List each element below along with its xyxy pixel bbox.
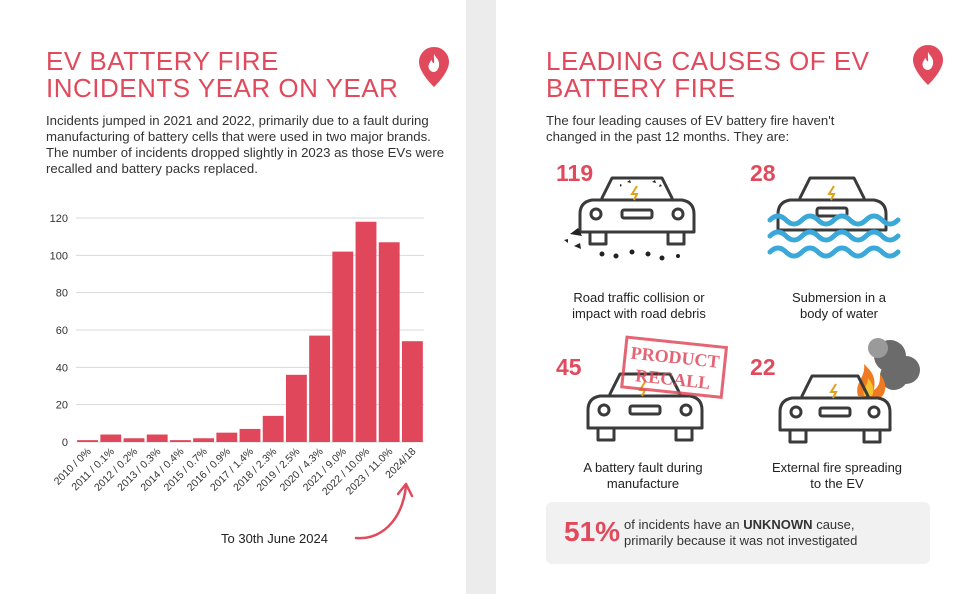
causes-intro: The four leading causes of EV battery fi… <box>546 113 946 145</box>
car-submerged-icon <box>767 176 901 259</box>
incidents-intro: Incidents jumped in 2021 and 2022, prima… <box>46 113 445 176</box>
y-tick-label: 20 <box>56 400 68 412</box>
cause-count-collision: 119 <box>556 160 594 186</box>
y-tick-label: 120 <box>50 213 68 225</box>
causes-title-line1: LEADING CAUSES OF EV <box>546 46 870 76</box>
incidents-title-line2: INCIDENTS YEAR ON YEAR <box>46 73 399 103</box>
y-tick-label: 60 <box>56 325 68 337</box>
bar <box>309 335 331 442</box>
y-tick-label: 100 <box>50 250 68 262</box>
chart-bars <box>77 221 423 442</box>
cause-label-submersion-line1: Submersion in a <box>792 290 886 305</box>
y-tick-label: 0 <box>62 437 68 449</box>
cause-count-battery-fault: 45 <box>556 354 582 380</box>
bar <box>332 251 354 442</box>
fire-location-pin-icon <box>419 47 449 87</box>
bar <box>100 434 122 442</box>
cause-label-submersion-line2: body of water <box>799 306 879 321</box>
fire-location-pin-icon <box>913 45 943 85</box>
bar <box>216 432 238 442</box>
bar <box>77 440 99 442</box>
cause-label-collision-line1: Road traffic collision or <box>573 290 705 305</box>
car-collision-icon <box>564 176 696 261</box>
car-fire-icon <box>778 338 920 444</box>
unknown-text-bold: UNKNOWN <box>743 517 813 532</box>
cause-label-external-fire-line2: to the EV <box>810 476 864 491</box>
unknown-text-before: of incidents have an <box>624 517 744 532</box>
cause-label-external-fire-line1: External fire spreading <box>771 460 903 475</box>
bar <box>193 438 215 442</box>
bar <box>262 415 284 442</box>
cause-label-battery-fault: A battery fault during manufacture <box>548 460 738 492</box>
cause-label-battery-fault-line2: manufacture <box>606 476 680 491</box>
causes-intro-line1: The four leading causes of EV battery fi… <box>546 113 835 128</box>
car-recall-icon: PRODUCT RECALL <box>586 335 729 442</box>
causes-intro-line2: changed in the past 12 months. They are: <box>546 129 790 144</box>
unknown-text-line2: primarily because it was not investigate… <box>624 533 858 548</box>
unknown-text-after: cause, <box>812 517 855 532</box>
incidents-title: EV BATTERY FIRE INCIDENTS YEAR ON YEAR <box>46 48 398 102</box>
bar <box>239 428 261 442</box>
right-panel <box>496 0 972 594</box>
cause-label-submersion: Submersion in a body of water <box>744 290 934 322</box>
cause-count-submersion: 28 <box>750 160 776 186</box>
cause-label-collision: Road traffic collision or impact with ro… <box>544 290 734 322</box>
cause-label-battery-fault-line1: A battery fault during <box>583 460 703 475</box>
chart-y-ticks: 0 20 40 60 80 100 120 <box>50 213 68 449</box>
causes-title: LEADING CAUSES OF EV BATTERY FIRE <box>546 48 870 102</box>
bar <box>123 438 145 442</box>
causes-title-line2: BATTERY FIRE <box>546 73 736 103</box>
y-tick-label: 80 <box>56 288 68 300</box>
bar <box>285 374 307 442</box>
chart-note: To 30th June 2024 <box>221 531 328 546</box>
unknown-cause-text: of incidents have an UNKNOWN cause, prim… <box>624 517 924 549</box>
incidents-title-line1: EV BATTERY FIRE <box>46 46 279 76</box>
unknown-cause-percentage: 51% <box>564 516 621 547</box>
unknown-cause-callout: 51% of incidents have an UNKNOWN cause, … <box>546 502 930 564</box>
bar <box>378 242 400 442</box>
cause-label-external-fire: External fire spreading to the EV <box>742 460 932 492</box>
bar <box>355 221 377 442</box>
bar <box>169 440 191 442</box>
cause-count-external-fire: 22 <box>750 354 776 380</box>
y-tick-label: 40 <box>56 362 68 374</box>
curved-arrow-icon <box>354 482 414 540</box>
cause-label-collision-line2: impact with road debris <box>572 306 706 321</box>
bar <box>401 341 423 442</box>
bar <box>146 434 168 442</box>
